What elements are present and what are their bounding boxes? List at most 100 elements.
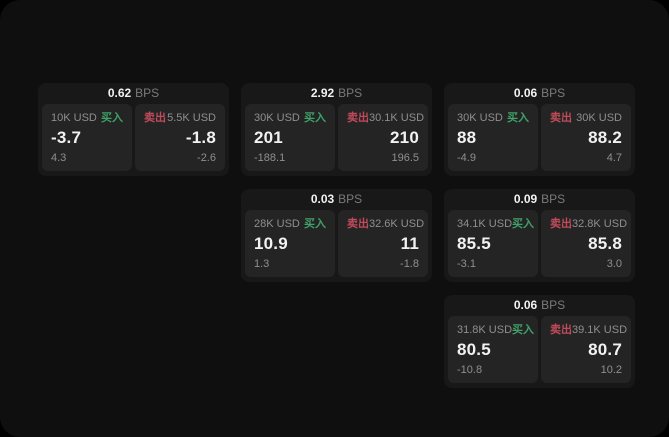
sell-panel-header: 卖出 30.1K USD [347, 111, 424, 125]
sell-size-label: 32.8K USD [572, 218, 628, 230]
buy-size-label: 34.1K USD [457, 218, 513, 230]
bps-header: 0.03 BPS [241, 189, 432, 210]
sell-price: 88.2 [588, 128, 622, 147]
bps-unit-label: BPS [338, 192, 363, 206]
quote-card[interactable]: 0.06 BPS 30K USD 买入 88 -4.9 卖出 30K USD 8… [444, 83, 635, 176]
sell-price: 11 [400, 234, 419, 253]
quote-card-body: 34.1K USD 买入 85.5 -3.1 卖出 32.8K USD 85.8… [444, 210, 635, 282]
sell-tag: 卖出 [144, 112, 166, 124]
sell-delta: 3.0 [606, 258, 622, 270]
sell-panel[interactable]: 卖出 30.1K USD 210 196.5 [338, 104, 428, 171]
sell-tag: 卖出 [550, 218, 572, 230]
buy-panel[interactable]: 10K USD 买入 -3.7 4.3 [42, 104, 132, 171]
buy-panel-header: 31.8K USD 买入 [457, 323, 534, 337]
quote-card-body: 28K USD 买入 10.9 1.3 卖出 32.6K USD 11 -1.8 [241, 210, 432, 282]
bps-unit-label: BPS [338, 86, 363, 100]
bps-header: 0.06 BPS [444, 83, 635, 104]
buy-panel[interactable]: 34.1K USD 买入 85.5 -3.1 [448, 210, 538, 277]
sell-tag: 卖出 [347, 112, 369, 124]
sell-panel[interactable]: 卖出 30K USD 88.2 4.7 [541, 104, 631, 171]
buy-panel[interactable]: 28K USD 买入 10.9 1.3 [245, 210, 335, 277]
buy-price: 85.5 [457, 234, 491, 253]
buy-size-label: 31.8K USD [457, 324, 513, 336]
bps-value: 0.06 [513, 298, 538, 312]
sell-panel[interactable]: 卖出 32.8K USD 85.8 3.0 [541, 210, 631, 277]
sell-panel-header: 卖出 5.5K USD [144, 111, 216, 125]
buy-panel[interactable]: 30K USD 买入 201 -188.1 [245, 104, 335, 171]
buy-delta: -4.9 [457, 152, 476, 164]
buy-tag: 买入 [304, 218, 326, 230]
buy-price: 80.5 [457, 340, 491, 359]
bps-value: 2.92 [310, 86, 335, 100]
sell-tag: 卖出 [550, 112, 572, 124]
sell-panel[interactable]: 卖出 39.1K USD 80.7 10.2 [541, 316, 631, 383]
bps-header: 2.92 BPS [241, 83, 432, 104]
bps-value: 0.09 [513, 192, 538, 206]
sell-tag: 卖出 [347, 218, 369, 230]
buy-price: -3.7 [51, 128, 82, 147]
bps-value: 0.06 [513, 86, 538, 100]
buy-price: 88 [457, 128, 477, 147]
buy-panel[interactable]: 31.8K USD 买入 80.5 -10.8 [448, 316, 538, 383]
sell-size-label: 30.1K USD [369, 112, 425, 124]
sell-panel-header: 卖出 32.6K USD [347, 217, 424, 231]
sell-delta: 4.7 [606, 152, 622, 164]
quote-card-body: 30K USD 买入 201 -188.1 卖出 30.1K USD 210 1… [241, 104, 432, 176]
buy-delta: -188.1 [254, 152, 286, 164]
buy-delta: 4.3 [51, 152, 67, 164]
sell-size-label: 39.1K USD [572, 324, 628, 336]
sell-size-label: 30K USD [576, 112, 622, 124]
sell-price: 80.7 [588, 340, 622, 359]
sell-size-label: 5.5K USD [167, 112, 216, 124]
buy-panel-header: 28K USD 买入 [254, 217, 326, 231]
buy-panel[interactable]: 30K USD 买入 88 -4.9 [448, 104, 538, 171]
buy-panel-header: 30K USD 买入 [457, 111, 529, 125]
sell-delta: 10.2 [600, 364, 622, 376]
quote-card[interactable]: 0.03 BPS 28K USD 买入 10.9 1.3 卖出 32.6K US… [241, 189, 432, 282]
buy-tag: 买入 [512, 218, 535, 230]
buy-size-label: 30K USD [254, 112, 300, 124]
sell-panel[interactable]: 卖出 32.6K USD 11 -1.8 [338, 210, 428, 277]
buy-delta: -10.8 [457, 364, 483, 376]
quote-card[interactable]: 0.09 BPS 34.1K USD 买入 85.5 -3.1 卖出 32.8K… [444, 189, 635, 282]
sell-panel-header: 卖出 39.1K USD [550, 323, 627, 337]
bps-value: 0.62 [107, 86, 132, 100]
bps-unit-label: BPS [541, 192, 566, 206]
buy-panel-header: 34.1K USD 买入 [457, 217, 534, 231]
bps-value: 0.03 [310, 192, 335, 206]
buy-size-label: 28K USD [254, 218, 300, 230]
buy-panel-header: 30K USD 买入 [254, 111, 326, 125]
sell-panel-header: 卖出 32.8K USD [550, 217, 627, 231]
sell-size-label: 32.6K USD [369, 218, 425, 230]
quote-card[interactable]: 0.06 BPS 31.8K USD 买入 80.5 -10.8 卖出 39.1… [444, 295, 635, 388]
sell-panel[interactable]: 卖出 5.5K USD -1.8 -2.6 [135, 104, 225, 171]
quote-card-body: 30K USD 买入 88 -4.9 卖出 30K USD 88.2 4.7 [444, 104, 635, 176]
sell-price: 210 [390, 128, 419, 147]
bps-header: 0.09 BPS [444, 189, 635, 210]
buy-delta: 1.3 [254, 258, 270, 270]
quote-card-body: 10K USD 买入 -3.7 4.3 卖出 5.5K USD -1.8 -2.… [38, 104, 229, 176]
buy-delta: -3.1 [457, 258, 476, 270]
quote-card[interactable]: 2.92 BPS 30K USD 买入 201 -188.1 卖出 30.1K … [241, 83, 432, 176]
buy-tag: 买入 [507, 112, 529, 124]
buy-tag: 买入 [304, 112, 326, 124]
buy-size-label: 10K USD [51, 112, 97, 124]
buy-price: 10.9 [254, 234, 288, 253]
bps-unit-label: BPS [541, 298, 566, 312]
sell-panel-header: 卖出 30K USD [550, 111, 622, 125]
buy-price: 201 [254, 128, 283, 147]
sell-delta: -2.6 [197, 152, 216, 164]
quote-card[interactable]: 0.62 BPS 10K USD 买入 -3.7 4.3 卖出 5.5K USD… [38, 83, 229, 176]
bps-header: 0.06 BPS [444, 295, 635, 316]
buy-size-label: 30K USD [457, 112, 503, 124]
sell-delta: 196.5 [391, 152, 419, 164]
buy-tag: 买入 [101, 112, 123, 124]
quotes-grid: 0.62 BPS 10K USD 买入 -3.7 4.3 卖出 5.5K USD… [38, 83, 635, 388]
bps-unit-label: BPS [541, 86, 566, 100]
sell-tag: 卖出 [550, 324, 572, 336]
buy-tag: 买入 [512, 324, 535, 336]
bps-unit-label: BPS [135, 86, 160, 100]
buy-panel-header: 10K USD 买入 [51, 111, 123, 125]
sell-price: 85.8 [588, 234, 622, 253]
